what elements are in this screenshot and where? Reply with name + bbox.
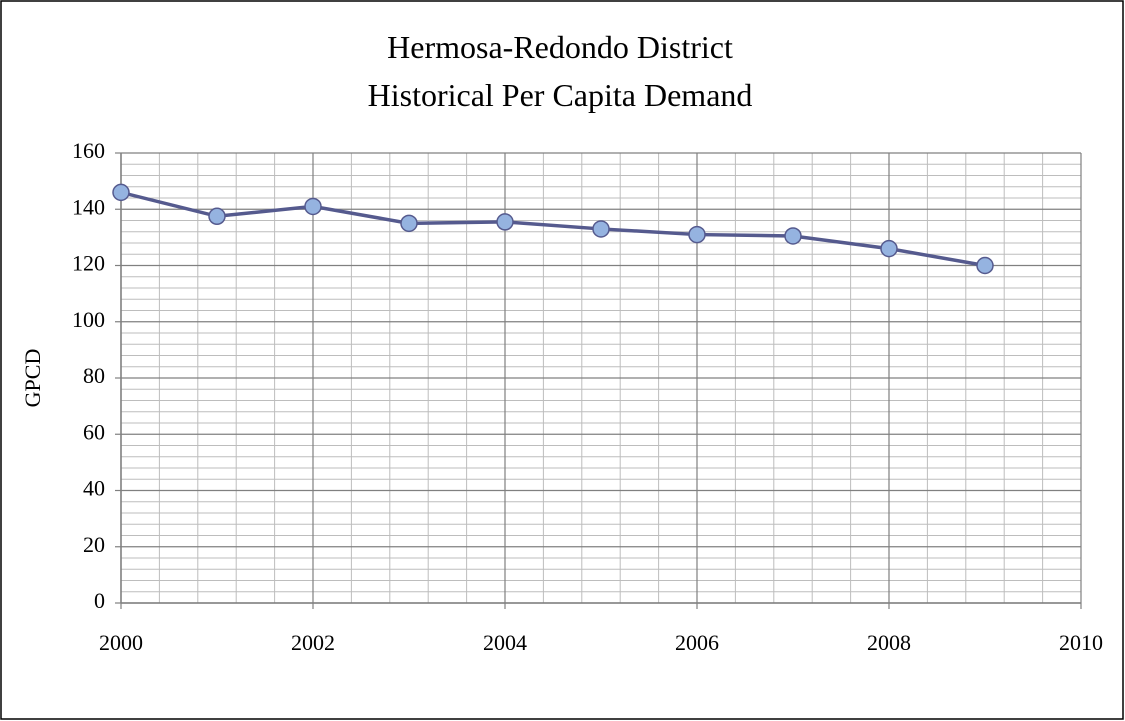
x-tick-label: 2002 — [291, 630, 335, 655]
chart-title: Historical Per Capita Demand — [368, 77, 753, 113]
chart-title: Hermosa-Redondo District — [387, 29, 733, 65]
data-point — [496, 213, 514, 231]
x-tick-label: 2000 — [99, 630, 143, 655]
data-point — [880, 239, 898, 258]
y-tick-label: 40 — [83, 476, 105, 501]
data-line — [120, 190, 986, 268]
data-point — [976, 256, 994, 275]
data-point — [784, 227, 802, 245]
x-tick-label: 2010 — [1059, 630, 1103, 655]
data-point — [592, 220, 610, 238]
y-tick-label: 120 — [72, 251, 105, 276]
y-tick-label: 140 — [72, 194, 105, 219]
y-tick-label: 80 — [83, 363, 105, 388]
x-tick-label: 2008 — [867, 630, 911, 655]
data-point — [304, 197, 322, 216]
y-tick-label: 20 — [83, 532, 105, 557]
y-tick-label: 60 — [83, 419, 105, 444]
data-point — [208, 207, 226, 226]
y-tick-label: 100 — [72, 307, 105, 332]
y-tick-label: 0 — [94, 588, 105, 613]
data-point — [112, 183, 130, 202]
data-point — [688, 225, 706, 244]
x-tick-label: 2006 — [675, 630, 719, 655]
x-tick-label: 2004 — [483, 630, 527, 655]
y-axis-label: GPCD — [20, 349, 45, 408]
y-tick-label: 160 — [72, 138, 105, 163]
data-point — [400, 214, 418, 233]
